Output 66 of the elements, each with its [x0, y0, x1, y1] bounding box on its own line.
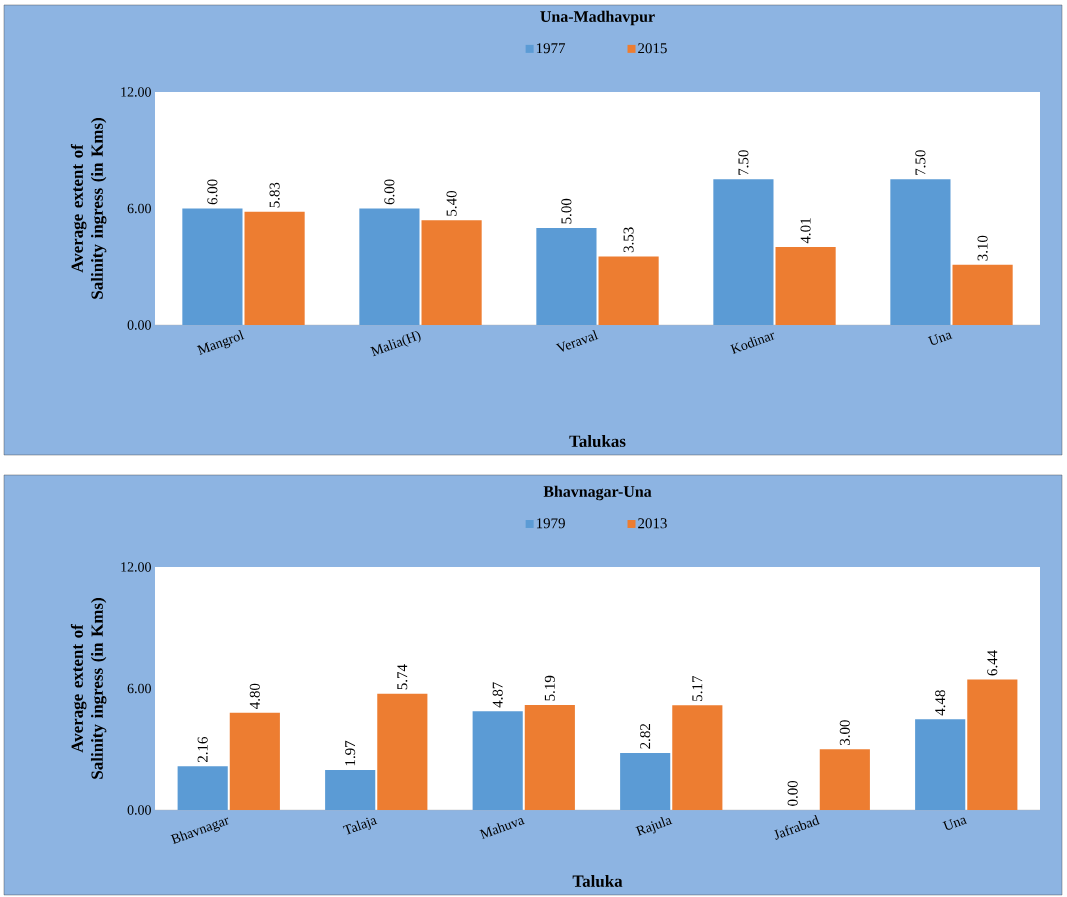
x-tick-label: Veraval	[555, 329, 599, 352]
data-label: 6.00	[207, 179, 218, 205]
bar	[952, 264, 1013, 325]
y-tick-label: 0.00	[127, 805, 151, 815]
chart-title: Bhavnagar-Una	[543, 485, 652, 501]
data-label: 5.74	[397, 664, 408, 690]
legend-label: 2015	[638, 43, 667, 54]
bar	[890, 179, 951, 325]
bar	[229, 712, 280, 810]
data-label: 5.40	[446, 191, 457, 216]
data-label: 4.01	[800, 218, 811, 244]
bar	[819, 749, 870, 810]
y-tick-label: 12.00	[121, 562, 151, 572]
data-label: 5.19	[544, 675, 555, 701]
data-label: 2.82	[640, 724, 651, 749]
y-tick-label: 12.00	[121, 87, 151, 97]
bar	[182, 208, 243, 325]
x-tick-label: Mahuva	[479, 818, 525, 840]
bar	[359, 208, 420, 325]
data-label: 3.10	[977, 235, 988, 261]
bar	[472, 711, 523, 810]
x-tick-label: Rajula	[635, 817, 673, 836]
data-label: 6.00	[384, 179, 395, 205]
data-label: 5.83	[269, 182, 280, 208]
data-label: 5.17	[692, 676, 703, 701]
data-label: 4.87	[492, 682, 503, 708]
x-tick-label: Talaja	[342, 817, 378, 835]
data-label: 7.50	[738, 150, 749, 175]
data-label: 3.00	[839, 720, 850, 745]
bar	[325, 770, 376, 810]
x-axis-title: Taluka	[572, 874, 623, 887]
bar	[244, 211, 305, 325]
y-tick-label: 6.00	[127, 203, 151, 214]
x-tick-label: Una	[942, 817, 968, 830]
legend-label: 2013	[638, 518, 667, 529]
data-label: 3.53	[623, 227, 634, 253]
bar	[524, 704, 575, 810]
y-axis-title: Average extent of Salinity ingress (in Kms)	[70, 598, 107, 779]
legend-label: 1977	[536, 43, 566, 54]
y-tick-label: 6.00	[127, 683, 151, 694]
data-label: 0.00	[787, 780, 798, 806]
x-tick-label: Una	[927, 332, 953, 345]
data-label: 4.80	[249, 683, 260, 709]
bar	[177, 766, 228, 810]
legend-label: 1979	[536, 518, 565, 529]
data-label: 5.00	[561, 198, 572, 224]
bar	[421, 220, 482, 325]
bar	[620, 752, 671, 810]
bar	[377, 693, 428, 810]
y-tick-label: 0.00	[127, 320, 151, 330]
data-label: 2.16	[197, 737, 208, 763]
bar	[775, 247, 836, 325]
bar	[536, 227, 597, 325]
data-label: 7.50	[915, 150, 926, 175]
bar	[598, 256, 659, 325]
bar	[967, 679, 1018, 810]
bar	[713, 179, 774, 325]
data-label: 4.48	[935, 690, 946, 716]
chart-title: Una-Madhavpur	[540, 10, 655, 26]
data-label: 1.97	[345, 740, 356, 766]
x-tick-label: Kodinar	[730, 332, 775, 355]
data-label: 6.44	[987, 650, 998, 676]
bar	[915, 719, 966, 810]
bar	[672, 705, 723, 810]
x-axis-title: Talukas	[569, 435, 626, 447]
y-axis-title: Average extent of Salinity ingress (in Kms)	[70, 118, 107, 299]
